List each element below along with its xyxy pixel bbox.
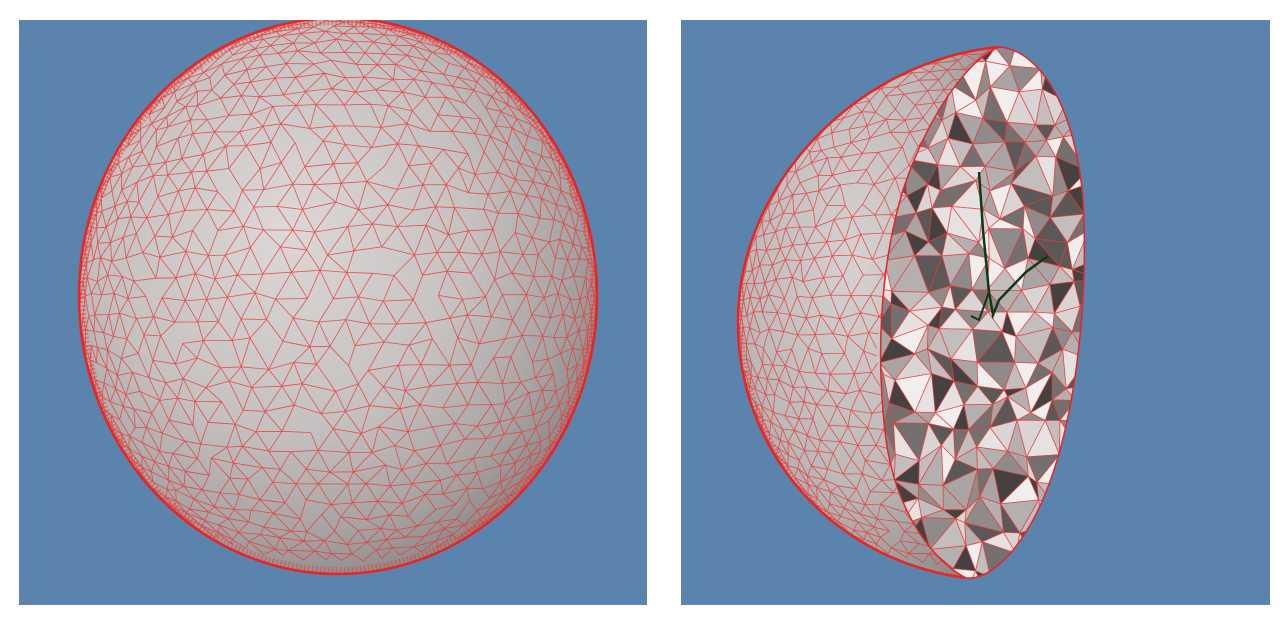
hemisphere-shell bbox=[737, 47, 999, 578]
cut-sphere-view bbox=[681, 20, 1270, 605]
mesh-rim-band bbox=[737, 47, 999, 580]
tetrahedron-face bbox=[1073, 277, 1085, 308]
cut-sphere-panel bbox=[681, 20, 1270, 605]
tetrahedron-face bbox=[1071, 305, 1085, 333]
hemisphere-outline bbox=[736, 45, 1000, 580]
full-sphere-view bbox=[19, 20, 647, 605]
cut-face-rim bbox=[879, 46, 1086, 579]
sphere-outline bbox=[77, 20, 599, 576]
sphere-body bbox=[79, 20, 597, 574]
interior-path-branch bbox=[970, 291, 990, 322]
tetrahedron-face bbox=[1071, 269, 1085, 283]
mesh-rim-band bbox=[80, 20, 596, 573]
tetrahedron-face bbox=[1071, 229, 1085, 271]
full-sphere-panel bbox=[19, 20, 647, 605]
interior-path-line bbox=[977, 171, 1049, 320]
